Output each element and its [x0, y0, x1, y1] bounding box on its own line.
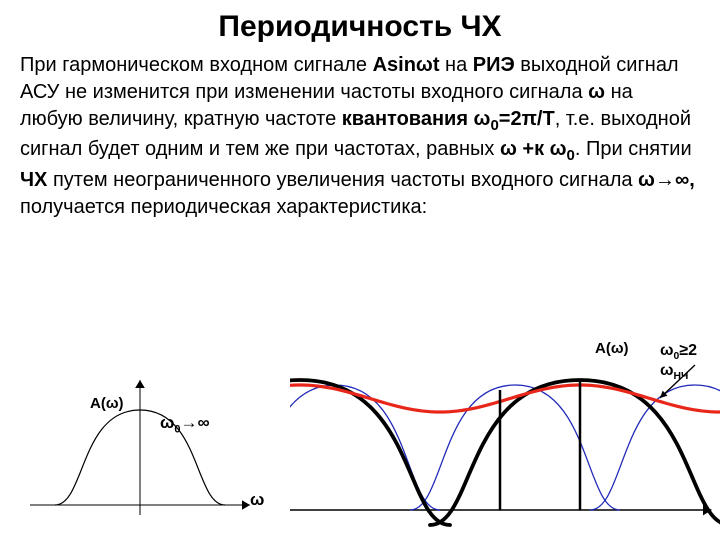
plot-label: А(ω) — [595, 340, 629, 357]
right-plot — [290, 330, 720, 535]
left-plot — [20, 355, 260, 525]
figures-area: А(ω)ω0→∞ωА(ω)ω0≥2 ωНЧω0≤2 ωНЧωНЧω0ω — [0, 320, 720, 540]
plot-label: ω0≥2 ωНЧ — [660, 342, 720, 382]
body-paragraph: При гармоническом входном сигнале Аsinωt… — [20, 52, 700, 221]
plot-label: ω0→∞ — [160, 413, 210, 435]
plot-label: ω — [250, 490, 264, 510]
slide-title: Периодичность ЧХ — [20, 10, 700, 44]
plot-label: А(ω) — [90, 395, 124, 412]
